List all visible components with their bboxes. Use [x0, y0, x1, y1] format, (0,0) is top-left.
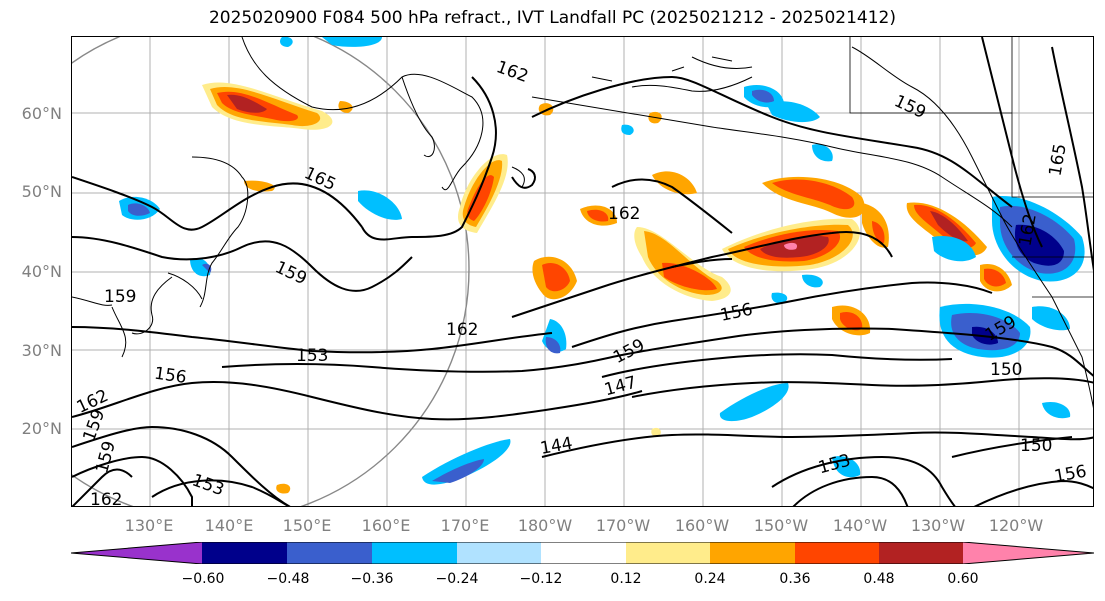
- contour-label: 162: [90, 490, 122, 507]
- contour-label: 153: [189, 470, 226, 500]
- lat-label-60: 60°N: [21, 104, 62, 123]
- borders: [849, 37, 1093, 298]
- contour-label: 159: [891, 91, 929, 123]
- lon-label-130e: 130°E: [124, 516, 174, 535]
- contour-label: 159: [272, 257, 310, 289]
- lat-label-30: 30°N: [21, 341, 62, 360]
- map-panel: 162 159 165 162 165 162 159 162 159 159 …: [71, 36, 1094, 507]
- colorbar-tick: −0.60: [181, 571, 225, 587]
- lon-label-130w: 130°W: [910, 516, 966, 535]
- coastlines: [72, 37, 1093, 408]
- colorbar-segment: [710, 542, 795, 564]
- colorbar-segment: [541, 542, 626, 564]
- map-title: 2025020900 F084 500 hPa refract., IVT La…: [208, 8, 896, 28]
- contour-label: 159: [104, 287, 136, 307]
- colorbar-tick: −0.48: [266, 571, 310, 587]
- colorbar-tick: −0.36: [350, 571, 394, 587]
- contour-label: 159: [610, 335, 648, 368]
- colorbar-segment: [963, 542, 1094, 564]
- lat-label-40: 40°N: [21, 262, 62, 281]
- contour-label: 144: [539, 434, 574, 459]
- lon-label-170e: 170°E: [440, 516, 490, 535]
- contour-label: 156: [153, 364, 188, 388]
- colorbar-tick: 0.48: [863, 571, 895, 587]
- lon-label-180w: 180°W: [517, 516, 573, 535]
- contour-label: 153: [296, 346, 328, 366]
- map-canvas: 162 159 165 162 165 162 159 162 159 159 …: [72, 37, 1093, 507]
- lon-label-170w: 170°W: [595, 516, 651, 535]
- colorbar-tick: 0.12: [610, 571, 642, 587]
- contour-label: 162: [608, 204, 640, 224]
- contour-label: 165: [1046, 142, 1071, 177]
- lon-label-140e: 140°E: [204, 516, 254, 535]
- lat-label-50: 50°N: [21, 182, 62, 201]
- lon-label-150e: 150°E: [282, 516, 332, 535]
- colorbar-tick: −0.24: [435, 571, 479, 587]
- contour-label: 162: [446, 320, 478, 340]
- colorbar-tick: −0.12: [519, 571, 563, 587]
- contour-label: 150: [1020, 436, 1052, 456]
- colorbar: [71, 542, 1094, 564]
- colorbar-tick: 0.60: [947, 571, 979, 587]
- colorbar-segment: [879, 542, 963, 564]
- contour-label: 150: [990, 360, 1022, 380]
- contour-label: 156: [719, 300, 755, 326]
- lon-label-120w: 120°W: [988, 516, 1044, 535]
- colorbar-tick: 0.36: [779, 571, 811, 587]
- lon-label-140w: 140°W: [832, 516, 888, 535]
- colorbar-segment: [457, 542, 541, 564]
- colorbar-segment: [372, 542, 457, 564]
- lon-label-160w: 160°W: [674, 516, 730, 535]
- colorbar-segment: [795, 542, 879, 564]
- colorbar-segment: [626, 542, 710, 564]
- lon-label-160e: 160°E: [361, 516, 411, 535]
- contour-label: 162: [494, 57, 531, 87]
- colorbar-segment: [71, 542, 202, 564]
- contour-lines: [72, 37, 1093, 506]
- lon-label-150w: 150°W: [753, 516, 809, 535]
- colorbar-tick: 0.24: [694, 571, 726, 587]
- range-ring: [72, 37, 470, 506]
- lat-label-20: 20°N: [21, 419, 62, 438]
- colorbar-segment: [202, 542, 287, 564]
- colorbar-segment: [287, 542, 372, 564]
